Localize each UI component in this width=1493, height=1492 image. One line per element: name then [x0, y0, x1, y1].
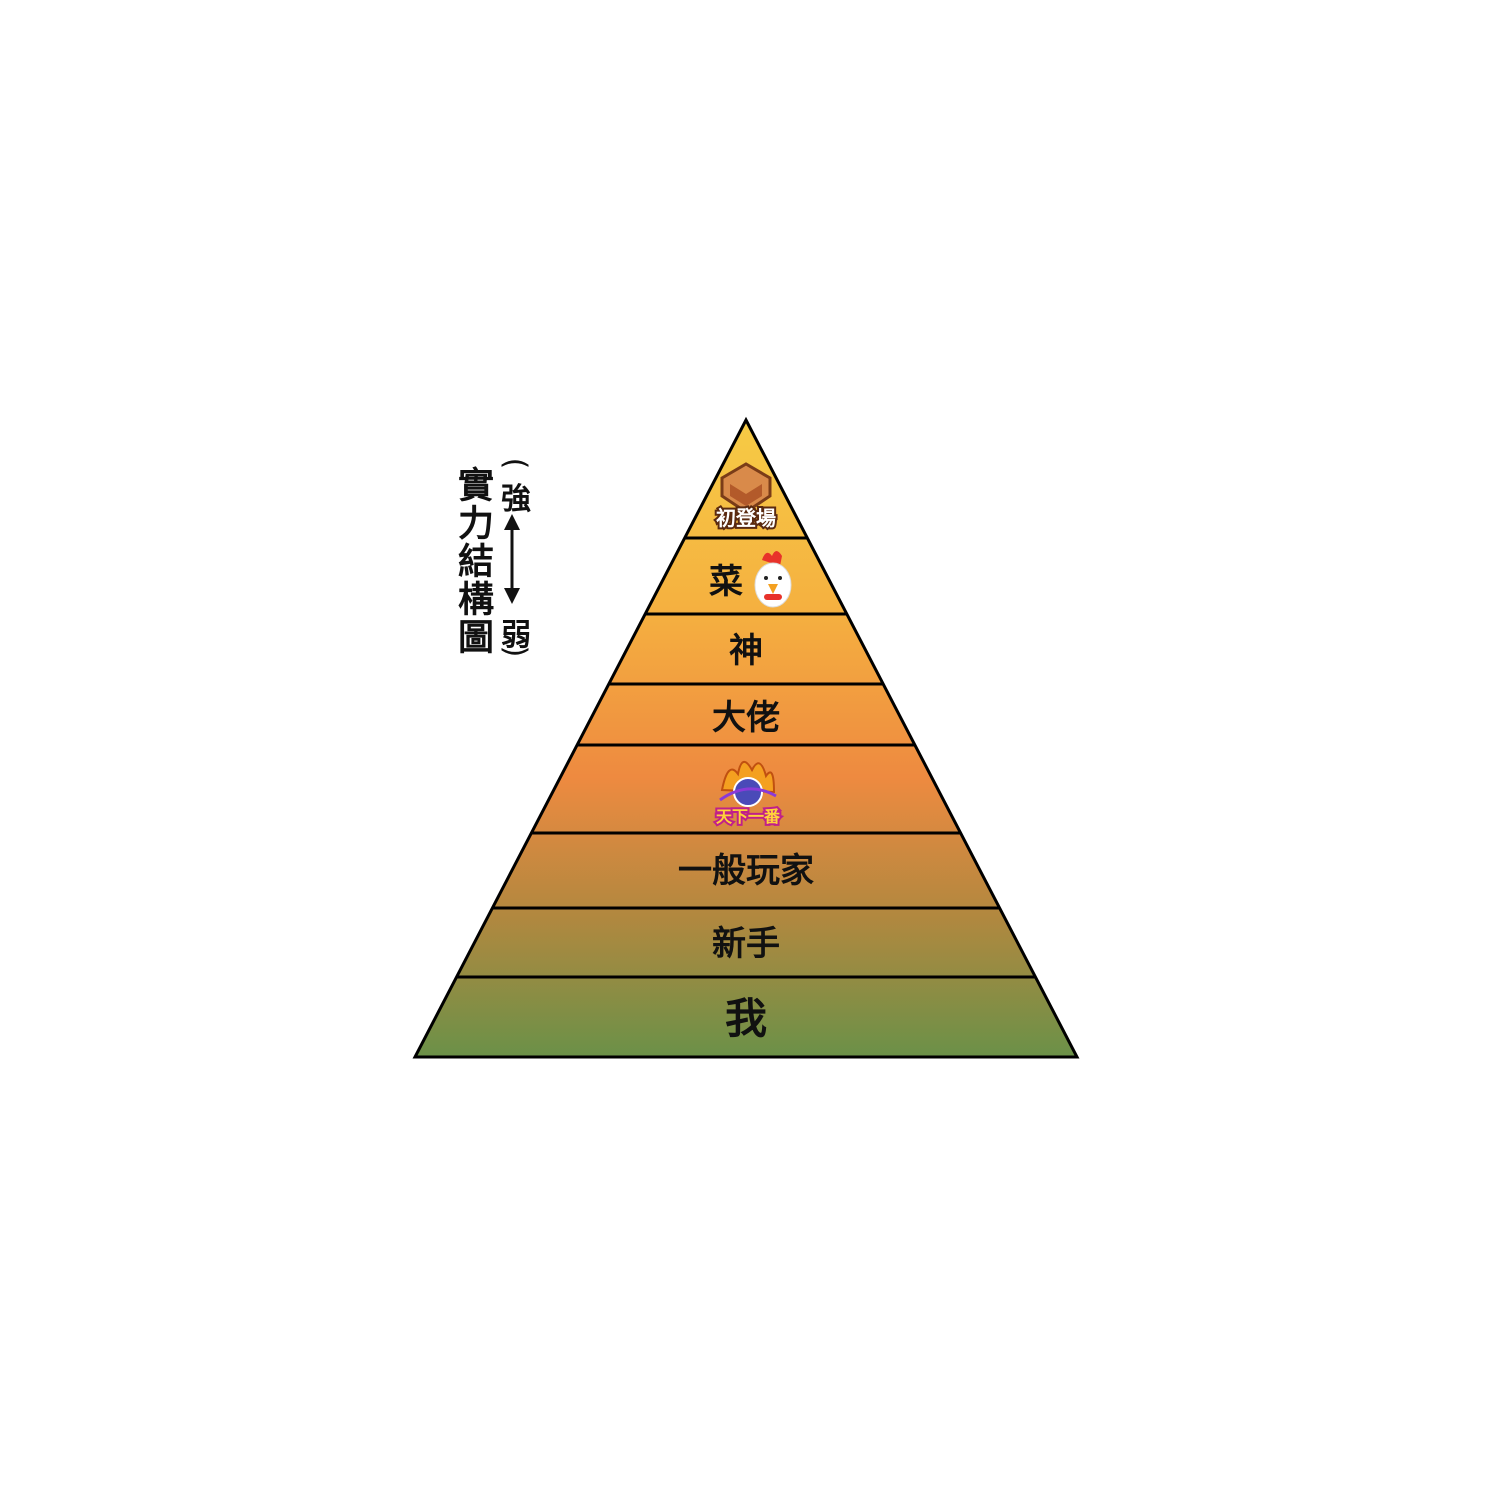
tier-label-shen: 神	[729, 631, 763, 671]
tier-label-tenkaichi: 天下一番	[716, 807, 781, 826]
scale-weak-label: 弱	[501, 618, 531, 653]
tier-debut: 初登場	[714, 462, 778, 532]
scale-strong-label: 強	[501, 482, 531, 517]
tier-label-regular: 一般玩家	[678, 851, 814, 891]
diagram-title: 實力結構圖	[452, 466, 493, 656]
chicken-icon	[754, 551, 792, 608]
debut-badge-icon: 初登場	[714, 462, 778, 532]
tier-label-me: 我	[725, 994, 767, 1043]
strength-scale: ( 強 弱 )	[494, 452, 536, 672]
pyramid-body	[412, 416, 1080, 1059]
tier-label-dalao: 大佬	[712, 698, 780, 738]
tier-label-newbie: 新手	[712, 924, 780, 964]
close-paren: )	[497, 645, 533, 658]
tier-tenkaichi: 天下一番	[714, 761, 783, 828]
tier-label-cai: 菜	[709, 562, 743, 602]
tier-label-debut: 初登場	[716, 506, 776, 530]
tier-noob: 菜	[709, 551, 792, 608]
tier-dividers	[456, 536, 1036, 979]
tenkaichi-badge-icon: 天下一番	[714, 761, 783, 828]
strength-arrow	[504, 514, 520, 604]
